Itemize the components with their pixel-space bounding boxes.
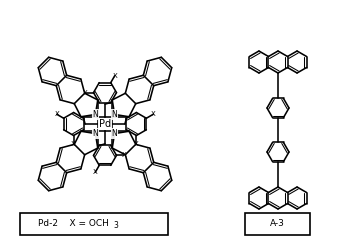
- Text: N: N: [93, 129, 98, 138]
- Bar: [245, 213, 310, 235]
- Text: Pd-2    X = OCH: Pd-2 X = OCH: [38, 219, 109, 228]
- Text: N: N: [93, 110, 98, 119]
- Text: X: X: [151, 111, 156, 117]
- Text: X: X: [71, 141, 76, 146]
- Text: N: N: [112, 110, 117, 119]
- Text: X: X: [122, 152, 127, 159]
- Text: X: X: [93, 169, 98, 175]
- Text: Pd: Pd: [99, 119, 111, 129]
- Bar: [20, 213, 168, 235]
- Text: A-3: A-3: [270, 219, 285, 228]
- Text: X: X: [134, 141, 139, 146]
- Text: X: X: [83, 90, 88, 96]
- Text: 3: 3: [113, 221, 118, 230]
- Text: X: X: [54, 111, 59, 117]
- Text: X: X: [112, 73, 117, 79]
- Text: N: N: [112, 129, 117, 138]
